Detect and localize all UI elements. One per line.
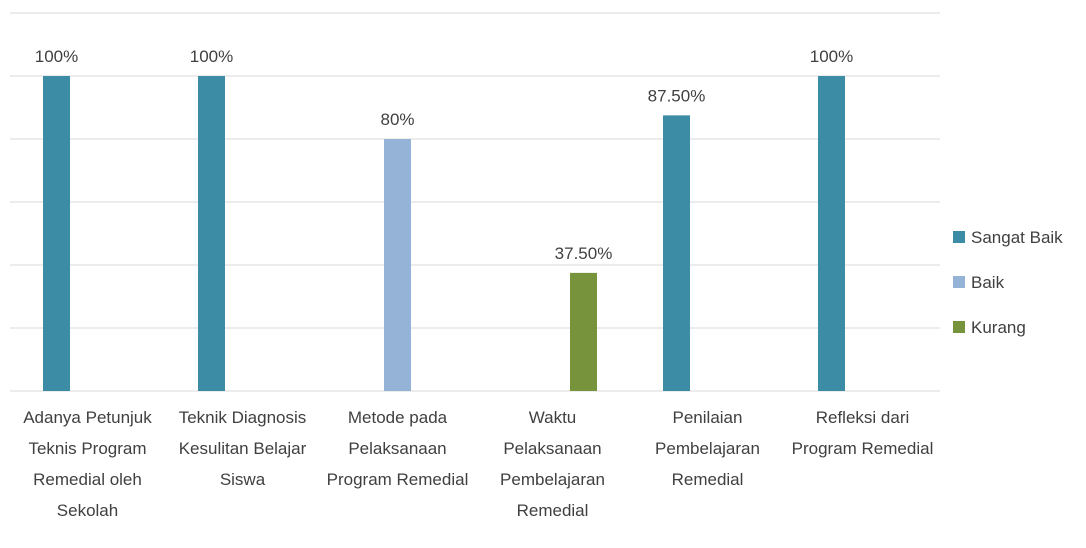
bar [570, 272, 597, 391]
data-label: 37.50% [555, 244, 613, 263]
legend-swatch [953, 276, 965, 288]
data-label: 100% [810, 47, 853, 66]
legend-label: Sangat Baik [971, 228, 1063, 247]
bar [384, 139, 411, 391]
x-tick-label: Refleksi dari Program Remedial [791, 408, 934, 458]
data-label: 100% [35, 47, 78, 66]
data-label: 87.50% [648, 86, 706, 105]
x-tick-label: Teknik Diagnosis Kesulitan Belajar Siswa [178, 408, 307, 489]
x-tick-label: Metode pada Pelaksanaan Program Remedial [326, 408, 469, 489]
legend-swatch [953, 231, 965, 243]
bar [198, 76, 225, 391]
legend-label: Baik [971, 273, 1005, 292]
bar [663, 115, 690, 391]
legend-label: Kurang [971, 318, 1026, 337]
x-tick-label: Adanya Petunjuk Teknis Program Remedial … [23, 408, 152, 520]
bar [43, 76, 70, 391]
data-label: 80% [380, 110, 414, 129]
legend-swatch [953, 321, 965, 333]
x-tick-label: Waktu Pelaksanaan Pembelajaran Remedial [500, 408, 605, 520]
x-tick-label: Penilaian Pembelajaran Remedial [655, 408, 760, 489]
bar [818, 76, 845, 391]
data-label: 100% [190, 47, 233, 66]
